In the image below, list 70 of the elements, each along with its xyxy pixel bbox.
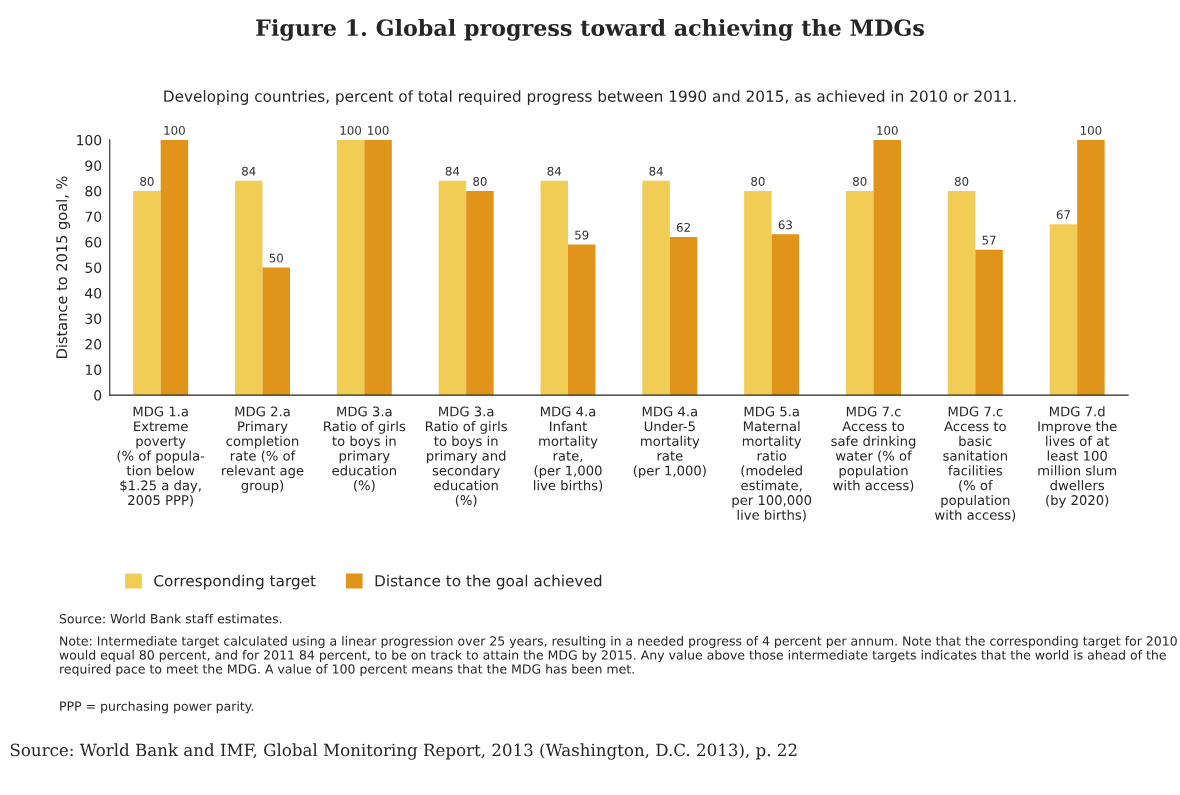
data-label: 62 [676, 222, 690, 232]
y-tick-label: 20 [85, 339, 102, 350]
bar [133, 190, 161, 396]
data-label: 100 [340, 125, 362, 135]
data-label: 57 [982, 235, 996, 245]
x-tick-label: MDG 4.a Infant mortality rate, (per 1,000 live births) [534, 406, 603, 492]
y-tick-label: 40 [85, 288, 102, 299]
y-tick-label: 0 [94, 390, 102, 401]
source-note: Source: World Bank staff estimates. [59, 613, 282, 624]
data-label: 59 [575, 230, 589, 240]
y-tick-label: 70 [85, 211, 102, 222]
y-tick-label: 60 [85, 236, 102, 248]
data-label: 80 [954, 176, 969, 186]
y-tick-label: 80 [85, 185, 102, 197]
data-label: 100 [368, 125, 389, 135]
x-tick-label: MDG 2.a Primary completion rate (% of relevant age group) [222, 406, 304, 493]
data-label: 80 [473, 176, 487, 186]
data-label: 80 [853, 176, 867, 186]
y-tick-label: 100 [77, 134, 102, 146]
bar [262, 267, 290, 396]
x-tick-label: MDG 4.a Under-5 mortality rate (per 1,000) [633, 406, 706, 479]
data-label: 84 [445, 166, 460, 176]
x-tick-label: MDG 3.a Ratio of girls to boys in primary and secondary education (%) [425, 406, 508, 507]
bar [235, 180, 263, 396]
data-label: 100 [164, 125, 185, 135]
y-axis-title: Distance to 2015 goal, % [55, 176, 71, 358]
data-label: 63 [778, 220, 792, 230]
bar [1077, 139, 1105, 396]
text: Note: Intermediate target calculated using a linear progression over 25 years, resulting in a needed progress of 4 percent per annum. Note that the corresponding target for 2010 would equal 80 percent, and for 2011 84 percent, to be on track to attain the MDG by 2015. Any value above those intermediate targets indicates that the world is ahead of the required pace to meet the MDG. A value of 100 percent means that the MDG has been met. [59, 636, 1177, 677]
bar [642, 180, 670, 396]
data-label: 84 [242, 166, 256, 176]
bar [873, 139, 901, 396]
y-tick-label: 50 [85, 262, 102, 273]
bar [771, 234, 800, 396]
x-tick-label: MDG 3.a Ratio of girls to boys in primary education (%) [324, 406, 406, 492]
bar [669, 236, 698, 396]
x-tick-label: MDG 1.a Extreme poverty (% of popula- tion below $1.25 a day, 2005 PPP) [117, 406, 205, 507]
x-tick-label: MDG 7.c Access to safe drinking water (% of population with access) [831, 406, 916, 492]
bar [846, 190, 874, 396]
bar [160, 139, 189, 396]
legend-label: Distance to the goal achieved [375, 574, 602, 590]
chart-subtitle: Developing countries, percent of total required progress between 1990 and 2015, as achieved in 2010 or 2011. [164, 90, 1016, 105]
bar [336, 139, 365, 396]
x-tick-label: MDG 7.c Access to basic sanitation facilities (% of population with access) [934, 406, 1016, 522]
data-label: 50 [269, 253, 283, 263]
data-label: 100 [1080, 125, 1102, 135]
x-tick-label: MDG 7.d Improve the lives of at least 100 million slum dwellers (by 2020) [1038, 406, 1117, 508]
source-note: Source: World Bank and IMF, Global Monitoring Report, 2013 (Washington, D.C. 2013), p. 22 [10, 743, 797, 760]
chart-title: Figure 1. Global progress toward achieving the MDGs [256, 18, 924, 41]
legend-label: Corresponding target [154, 574, 316, 590]
bar [364, 139, 392, 396]
bar [567, 244, 596, 396]
y-tick-label: 30 [85, 313, 102, 325]
x-tick-label: MDG 5.a Maternal mortality ratio (modeled estimate, per 100,000 live births) [732, 406, 812, 522]
y-tick-label: 10 [85, 364, 102, 376]
y-tick-label: 90 [85, 160, 102, 171]
bar [438, 180, 467, 396]
text: PPP = purchasing power parity. [60, 701, 253, 714]
data-label: 84 [547, 166, 562, 176]
bar [466, 190, 494, 396]
data-label: 84 [649, 166, 663, 176]
bar [947, 190, 976, 396]
bar [975, 249, 1003, 396]
bar [540, 180, 568, 396]
data-label: 67 [1056, 210, 1070, 220]
data-label: 80 [140, 176, 154, 186]
bar [744, 190, 772, 396]
data-label: 100 [877, 125, 898, 135]
data-label: 80 [751, 176, 765, 186]
bar [1049, 224, 1078, 396]
